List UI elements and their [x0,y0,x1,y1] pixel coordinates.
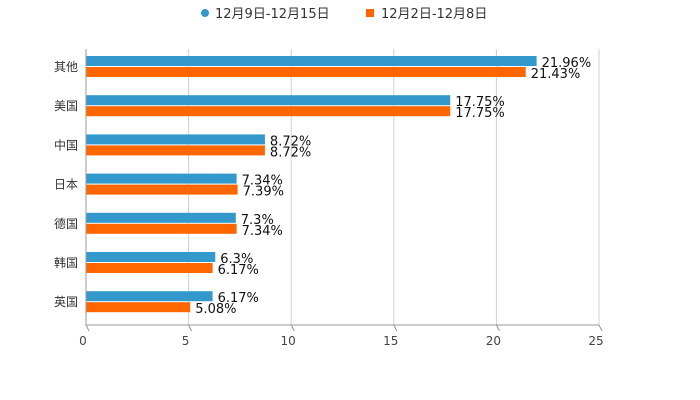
bar-series-1-5 [86,212,236,223]
data-label-series-2-1: 21.43% [531,67,581,82]
data-label-series-2-2: 17.75% [455,106,505,121]
legend-label-series-2: 12月2日-12月8日 [381,7,487,22]
category-label-6: 韩国 [54,255,78,270]
data-label-series-1-1: 21.96% [542,56,592,71]
tick-mark-25 [598,324,603,332]
legend: 12月9日-12月15日 12月2日-12月8日 [201,7,487,22]
data-label-series-2-5: 7.34% [242,224,283,239]
tick-mark-15 [393,324,398,332]
data-label-series-1-5: 7.3% [241,213,274,228]
category-label-1: 其他 [54,60,78,74]
category-label-2: 美国 [54,99,78,113]
bar-series-2-4 [86,184,238,195]
data-label-series-1-7: 6.17% [218,291,259,306]
legend-label-series-1: 12月9日-12月15日 [215,7,330,22]
bar-series-1-4 [86,173,237,184]
tick-mark-10 [290,324,295,332]
bar-series-2-3 [86,145,265,156]
tick-label-10: 10 [281,334,296,348]
data-label-series-1-3: 8.72% [270,134,311,149]
bar-series-1-3 [86,134,265,145]
bar-series-1-1 [86,56,537,66]
labels: 其他 21.96%21.43% 美国 17.75%17.75% 中国 8.72%8.72%… [54,56,591,317]
data-label-series-2-6: 6.17% [218,263,259,278]
data-label-series-1-2: 17.75% [455,95,505,110]
tick-mark-20 [495,324,500,332]
category-label-5: 德国 [54,216,78,231]
tick-label-5: 5 [182,334,190,348]
data-label-series-2-3: 8.72% [270,145,311,160]
bar-series-2-2 [86,106,451,117]
category-label-4: 日本 [54,178,78,192]
data-label-series-1-4: 7.34% [242,174,283,189]
bar-series-1-2 [86,95,451,106]
bars [86,56,537,313]
data-label-series-1-6: 6.3% [220,252,253,267]
bar-series-1-7 [86,291,213,302]
bar-series-1-6 [86,252,216,262]
legend-marker-series-1 [201,9,209,17]
bar-series-2-7 [86,302,191,313]
axes: 0 5 10 15 20 25 [79,49,604,348]
tick-mark-5 [188,324,193,332]
category-label-3: 中国 [54,137,78,152]
tick-mark-0 [85,324,90,332]
category-label-7: 英国 [54,295,78,309]
tick-label-20: 20 [486,334,501,348]
tick-label-15: 15 [383,334,398,348]
data-label-series-2-4: 7.39% [243,185,284,200]
bar-series-2-1 [86,67,526,77]
tick-label-25: 25 [588,334,603,348]
legend-marker-series-2 [366,9,374,17]
bar-series-2-6 [86,263,213,273]
data-label-series-2-7: 5.08% [195,302,236,317]
tick-label-0: 0 [79,334,87,348]
bar-series-2-5 [86,223,237,234]
